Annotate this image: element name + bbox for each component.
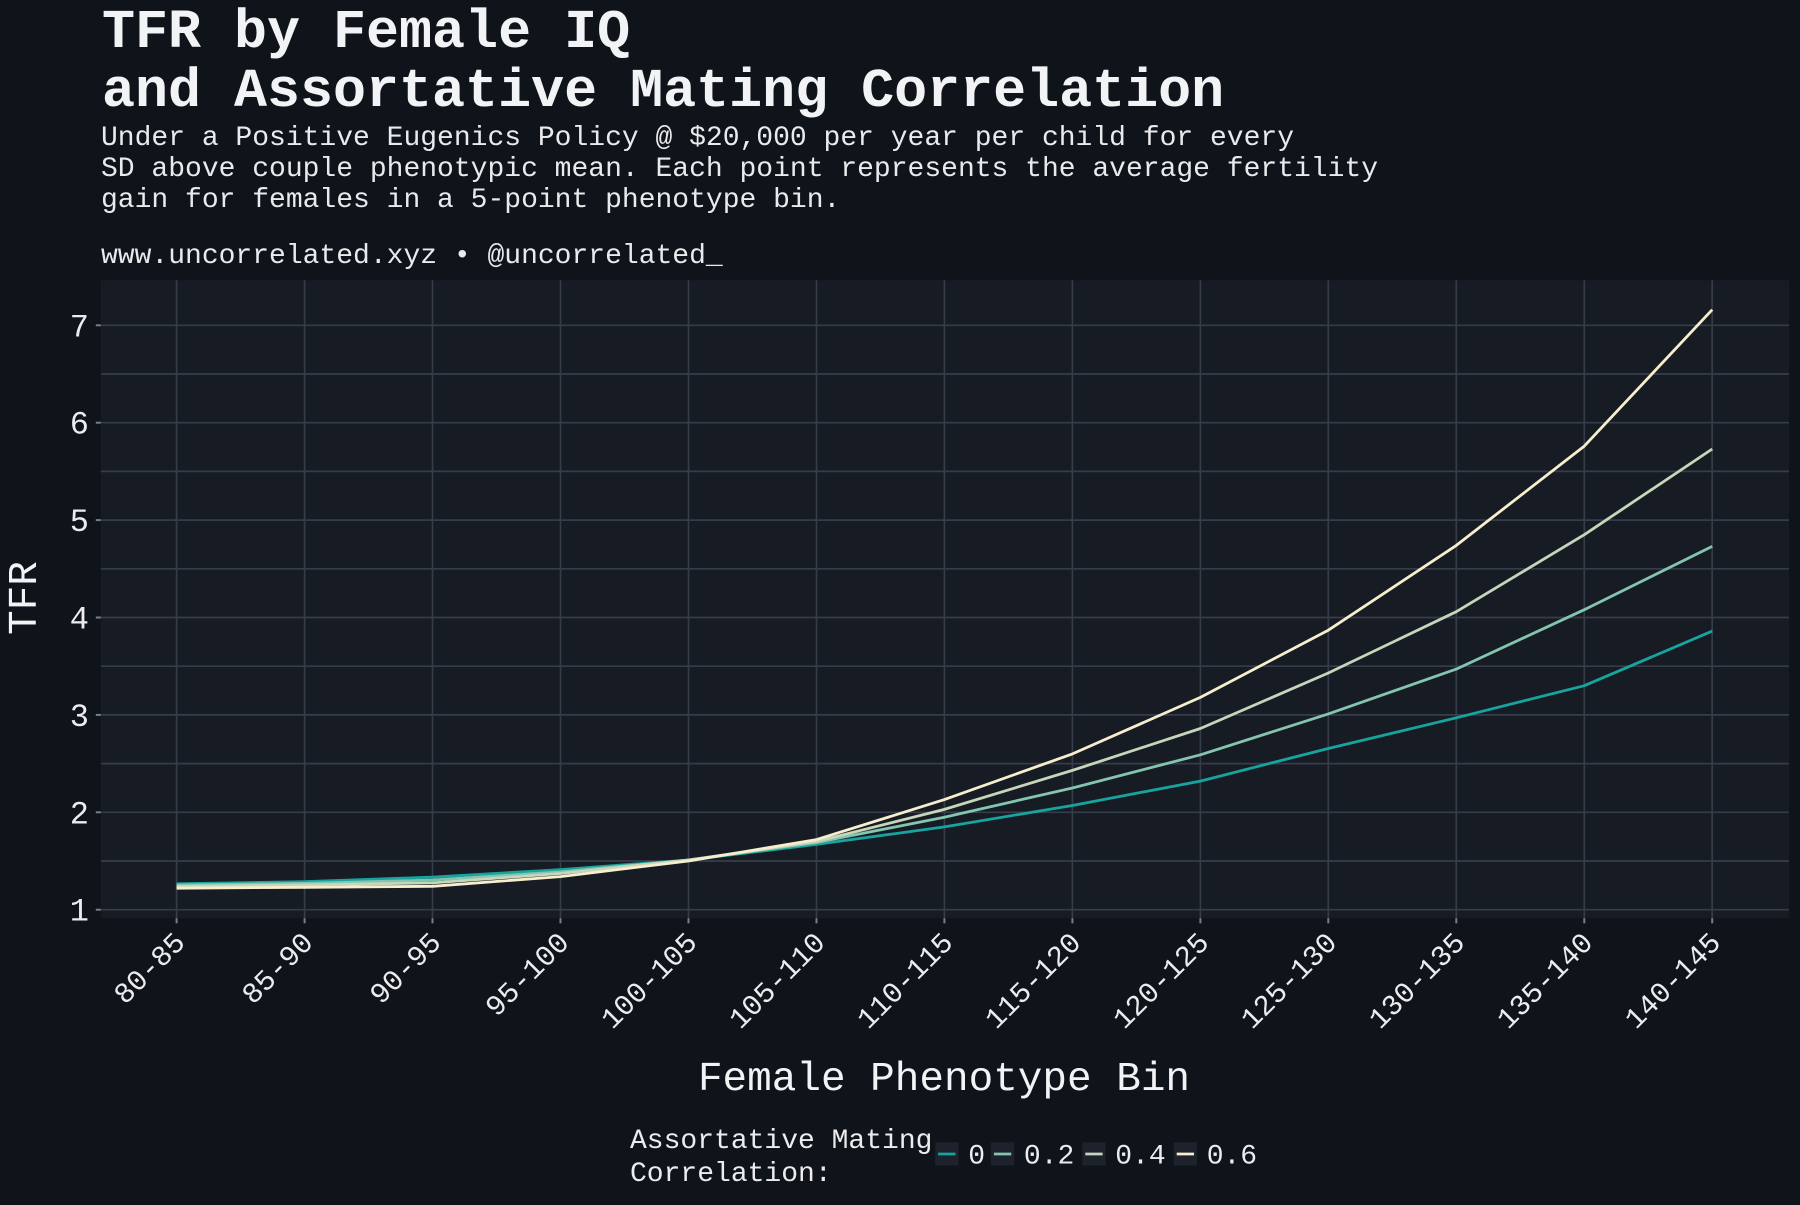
svg-text:SD above couple phenotypic mea: SD above couple phenotypic mean. Each po…: [101, 154, 1378, 185]
svg-text:7: 7: [70, 309, 89, 346]
svg-text:6: 6: [70, 407, 89, 444]
svg-text:Female Phenotype Bin: Female Phenotype Bin: [698, 1057, 1190, 1103]
svg-text:Assortative Mating: Assortative Mating: [630, 1126, 932, 1157]
svg-text:2: 2: [70, 796, 89, 833]
svg-text:Correlation:: Correlation:: [630, 1159, 832, 1190]
svg-text:1: 1: [70, 894, 89, 931]
svg-text:TFR by Female IQ: TFR by Female IQ: [102, 1, 630, 64]
svg-text:and Assortative Mating Correla: and Assortative Mating Correlation: [102, 60, 1224, 123]
svg-text:3: 3: [70, 699, 89, 736]
svg-text:Under a Positive Eugenics Poli: Under a Positive Eugenics Policy @ $20,0…: [101, 123, 1294, 154]
svg-text:0: 0: [968, 1141, 985, 1172]
svg-text:5: 5: [70, 504, 89, 541]
svg-text:0.4: 0.4: [1115, 1141, 1165, 1172]
svg-text:TFR: TFR: [3, 561, 49, 635]
svg-text:4: 4: [70, 602, 89, 639]
svg-text:0.2: 0.2: [1024, 1141, 1074, 1172]
svg-text:gain for females in a 5-point: gain for females in a 5-point phenotype …: [101, 185, 840, 216]
svg-text:0.6: 0.6: [1207, 1141, 1257, 1172]
svg-text:www.uncorrelated.xyz • @uncorr: www.uncorrelated.xyz • @uncorrelated_: [101, 241, 723, 272]
